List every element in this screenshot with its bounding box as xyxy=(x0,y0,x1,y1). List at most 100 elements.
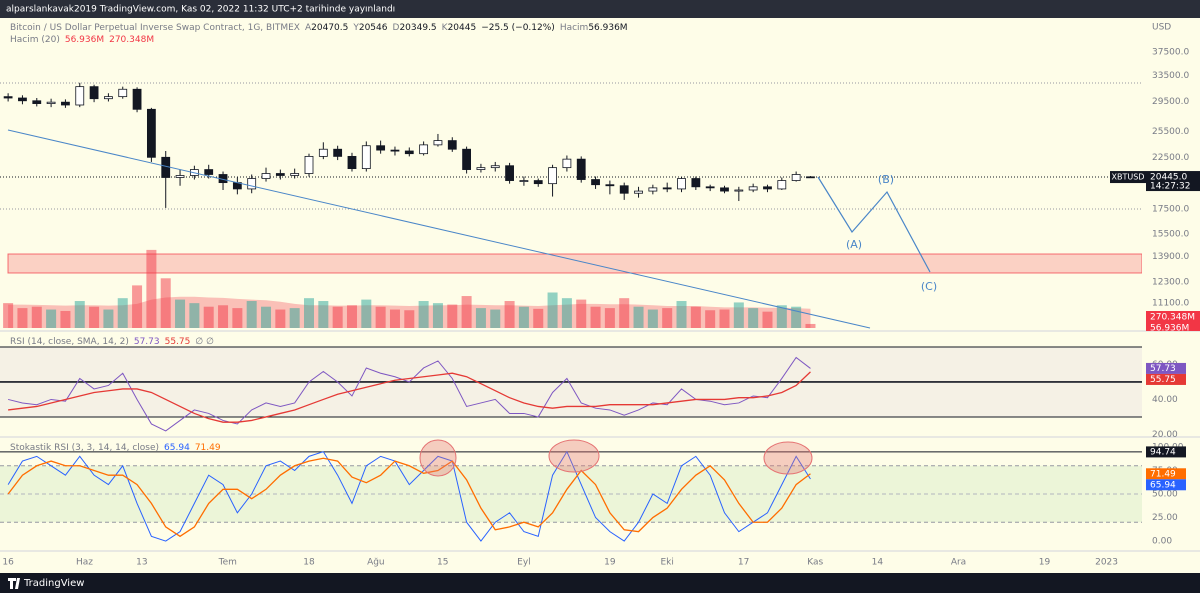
legend-item: 65.94 xyxy=(164,443,190,453)
value-tag xyxy=(1146,468,1186,480)
candle-body xyxy=(591,179,600,186)
header-bar xyxy=(0,0,1200,18)
volume-bar xyxy=(633,306,644,328)
volume-bar xyxy=(46,309,57,328)
candle-body xyxy=(361,145,371,170)
volume-bar xyxy=(117,298,128,328)
y-tick-label: 20.00 xyxy=(1152,430,1178,440)
volume-bar xyxy=(662,308,673,328)
volume-bar xyxy=(332,306,343,328)
volume-bar xyxy=(74,301,85,328)
candle-body xyxy=(304,155,314,174)
rsi-pane xyxy=(0,346,1142,432)
x-tick-label: 2023 xyxy=(1095,558,1118,568)
candle-body xyxy=(791,174,801,181)
volume-bar xyxy=(719,309,730,328)
stoch-pane xyxy=(0,450,1142,542)
volume-bar xyxy=(3,303,14,328)
volume-ma-label: 270.348M xyxy=(1150,313,1195,323)
volume-bar xyxy=(791,306,802,328)
candle-body xyxy=(161,156,171,178)
candle-body xyxy=(404,150,414,155)
x-tick-label: Eki xyxy=(660,558,673,568)
volume-bar xyxy=(60,310,71,328)
candle-body xyxy=(32,100,42,104)
volume-bar xyxy=(103,309,114,328)
volume-bar xyxy=(748,308,759,328)
volume-bar xyxy=(175,299,186,328)
value-tag-label: 71.49 xyxy=(1150,469,1176,479)
volume-bar xyxy=(375,306,386,328)
volume-bar xyxy=(160,278,171,328)
legend-item: K xyxy=(442,23,449,33)
footer-text: TradingView xyxy=(23,578,84,589)
y-tick-label: 13900.0 xyxy=(1152,252,1189,262)
indicator-line xyxy=(8,371,811,423)
candle-body xyxy=(605,184,615,187)
volume-bar xyxy=(275,309,286,328)
legend-item: 20445 xyxy=(448,23,477,33)
x-tick-label: Eyl xyxy=(517,558,531,568)
volume-bar xyxy=(218,305,229,328)
candle-body xyxy=(376,145,386,151)
candle-body xyxy=(490,165,500,169)
legend-item: Hacim (20) xyxy=(10,35,60,45)
candle-body xyxy=(777,180,787,190)
candle-body xyxy=(619,185,629,194)
legend-item: 55.75 xyxy=(165,337,191,347)
candle-body xyxy=(763,186,772,190)
y-tick-label: 29500.0 xyxy=(1152,97,1189,107)
legend: Stokastik RSI (3, 3, 14, 14, close) 65.94… xyxy=(10,443,221,453)
legend-item: 56.936M xyxy=(65,35,104,45)
y-tick-label: 17500.0 xyxy=(1152,205,1189,215)
legend-item: Stokastik RSI (3, 3, 14, 14, close) xyxy=(10,443,159,453)
volume-bar xyxy=(604,308,615,328)
volume-bar xyxy=(303,298,314,328)
y-tick-label: 33500.0 xyxy=(1152,71,1189,81)
candle-body xyxy=(433,140,443,146)
value-tag xyxy=(1146,373,1186,385)
price-label: 20445.0 xyxy=(1150,173,1187,183)
candle-body xyxy=(519,180,529,182)
y-tick-label: 22500.0 xyxy=(1152,153,1189,163)
highlight xyxy=(763,441,813,475)
volume-bar xyxy=(246,301,257,328)
x-tick-label: 18 xyxy=(303,558,315,568)
volume-bar xyxy=(232,308,243,328)
x-tick-label: 13 xyxy=(136,558,147,568)
candle-body xyxy=(462,148,472,170)
volume-bar xyxy=(289,308,300,328)
candle-body xyxy=(505,165,514,181)
candle-body xyxy=(476,167,486,170)
y-tick-label: 0.00 xyxy=(1152,537,1172,547)
volume-bar xyxy=(189,303,200,328)
candle-body xyxy=(419,144,429,155)
volume-bar xyxy=(389,309,400,328)
volume-bar xyxy=(418,301,429,328)
legend: RSI (14, close, SMA, 14, 2) 57.73 55.75 ∅ ∅ xyxy=(10,337,214,347)
indicator-line xyxy=(7,450,811,542)
volume-bar xyxy=(461,296,472,328)
axes: USD 37500.0 33500.0 29500.0 25500.0 22500.0 2… xyxy=(2,23,1200,568)
volume-bar xyxy=(475,308,486,328)
wave-label: (B) xyxy=(878,173,894,186)
highlight xyxy=(419,439,457,477)
currency: USD xyxy=(1152,23,1171,33)
volume-bar xyxy=(432,303,443,328)
value-tag-label: 57.73 xyxy=(1150,364,1176,374)
candle-body xyxy=(333,148,343,157)
volume-bar xyxy=(261,306,272,328)
candle-body xyxy=(576,158,586,180)
candle-body xyxy=(548,167,557,185)
volume-bar xyxy=(590,306,601,328)
value-tag-label: 55.75 xyxy=(1150,375,1176,385)
x-tick-label: Kas xyxy=(807,558,823,568)
legend-item: Hacim xyxy=(560,23,589,33)
candle-body xyxy=(118,88,128,98)
y-tick-label: 50.00 xyxy=(1152,490,1178,500)
y-tick-label: 40.00 xyxy=(1152,395,1178,405)
candle-body xyxy=(89,86,99,100)
candle-body xyxy=(562,158,572,169)
candle-body xyxy=(175,175,185,178)
legend-item: 20349.5 xyxy=(399,23,436,33)
